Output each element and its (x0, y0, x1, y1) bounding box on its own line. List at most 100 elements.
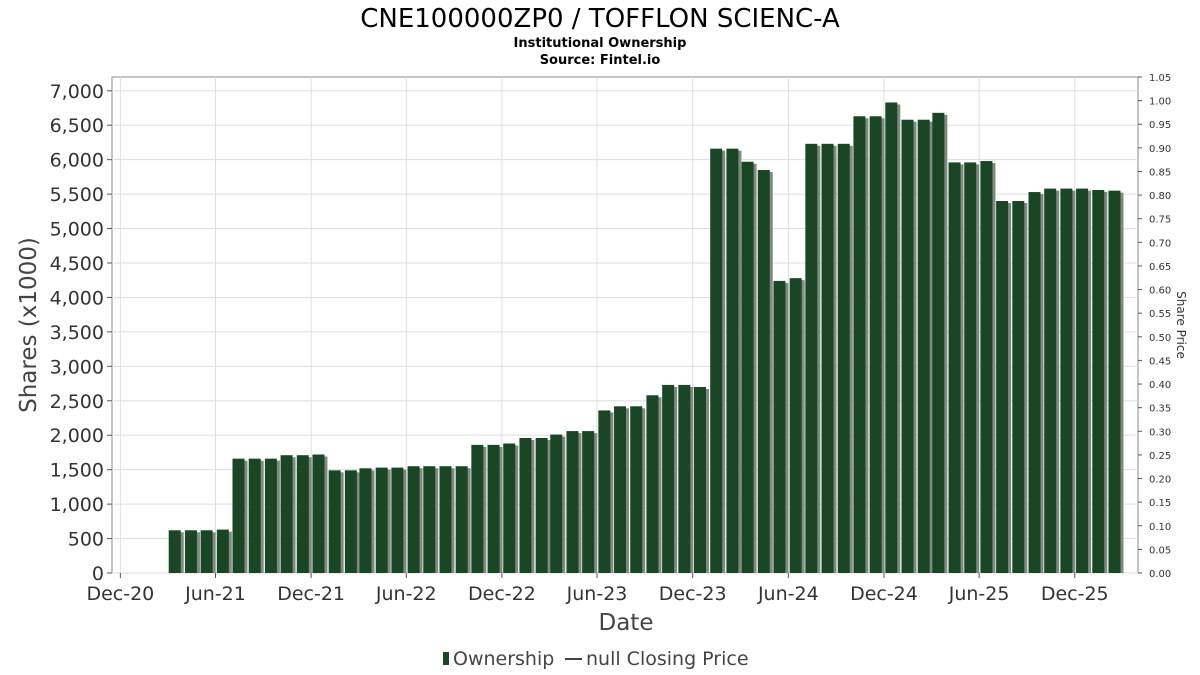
y2-tick-label: 0.15 (1149, 498, 1171, 509)
bar (375, 467, 388, 573)
y2-tick-label: 0.20 (1149, 475, 1171, 486)
x-tick-label: Dec-22 (468, 583, 536, 605)
bar (996, 201, 1009, 573)
bar (582, 431, 595, 573)
x-tick-label: Jun-23 (566, 583, 628, 605)
y2-tick-label: 0.35 (1149, 404, 1171, 415)
y2-tick-label: 0.95 (1149, 120, 1171, 131)
bar (439, 466, 452, 573)
y2-tick-label: 0.00 (1149, 569, 1171, 580)
bar (566, 431, 579, 573)
bar (184, 530, 197, 573)
bar (821, 143, 834, 574)
chart-subtitle: Institutional Ownership (514, 36, 687, 51)
y2-tick-label: 0.40 (1149, 380, 1171, 391)
chart-title: CNE100000ZP0 / TOFFLON SCIENC-A (360, 4, 840, 34)
x-tick-label: Dec-24 (850, 583, 918, 605)
bar (964, 162, 977, 573)
bar (232, 458, 245, 573)
x-tick-label: Jun-22 (375, 583, 437, 605)
bar (789, 278, 802, 573)
legend-ownership-label: Ownership (453, 648, 554, 670)
bar (1076, 188, 1089, 573)
y-tick-label: 4,000 (50, 287, 104, 309)
y-tick-label: 3,000 (50, 356, 104, 378)
y-tick-label: 1,500 (50, 460, 104, 482)
bar (980, 161, 993, 574)
y-tick-label: 6,500 (50, 115, 104, 137)
x-tick-label: Jun-21 (184, 583, 246, 605)
bars-group (168, 102, 1124, 574)
bar (407, 466, 420, 573)
y2-tick-label: 0.30 (1149, 427, 1171, 438)
bar (741, 161, 754, 573)
x-tick-label: Dec-21 (277, 583, 345, 605)
bar (932, 112, 945, 574)
bar (359, 468, 372, 573)
bar (487, 444, 500, 573)
x-tick-label: Dec-20 (86, 583, 154, 605)
bar (598, 410, 611, 573)
secondary-y-axis: 0.00 0.05 0.10 0.15 0.20 0.25 0.30 0.35 0.40 0.45… (1138, 73, 1171, 580)
bar (678, 384, 691, 573)
bar (312, 454, 325, 573)
y-tick-label: 2,500 (50, 391, 104, 413)
y-axis: 0 500 1,000 1,500 2,000 2,500 3,000 3,500 4,000 4… (50, 81, 112, 585)
legend-price-label: null Closing Price (586, 648, 749, 670)
bar (248, 458, 261, 573)
y-tick-label: 3,500 (50, 322, 104, 344)
bar (328, 470, 341, 573)
bar (869, 116, 882, 574)
bar (535, 437, 548, 573)
chart-source: Source: Fintel.io (540, 53, 661, 68)
y2-tick-label: 1.05 (1149, 73, 1171, 84)
x-tick-label: Dec-25 (1041, 583, 1109, 605)
y2-tick-label: 0.75 (1149, 215, 1171, 226)
legend-ownership-swatch (443, 652, 449, 665)
y2-tick-label: 0.60 (1149, 286, 1171, 297)
y-tick-label: 7,000 (50, 81, 104, 103)
bar (1012, 201, 1025, 573)
y-tick-label: 1,000 (50, 494, 104, 516)
x-tick-label: Dec-23 (659, 583, 727, 605)
y2-tick-label: 0.25 (1149, 451, 1171, 462)
bar (710, 148, 723, 573)
secondary-y-axis-label: Share Price (1174, 291, 1188, 359)
bar (550, 434, 563, 573)
bar (423, 466, 436, 573)
bar (471, 444, 484, 573)
bar (1108, 190, 1121, 573)
bar (853, 116, 866, 574)
x-tick-label: Jun-25 (948, 583, 1010, 605)
y2-tick-label: 0.70 (1149, 238, 1171, 249)
y-tick-label: 6,000 (50, 150, 104, 172)
bar (662, 384, 675, 573)
legend: Ownership null Closing Price (443, 648, 749, 670)
bar (837, 143, 850, 574)
bar (901, 119, 914, 573)
y-tick-label: 5,000 (50, 219, 104, 241)
y2-tick-label: 0.90 (1149, 144, 1171, 155)
bar (455, 466, 468, 573)
x-axis: Dec-20 Jun-21 Dec-21 Jun-22 Dec-22 Jun-23 Dec-… (86, 573, 1109, 605)
bar (1028, 192, 1041, 574)
y-axis-label: Shares (x1000) (16, 237, 42, 413)
bar (948, 162, 961, 573)
bar (200, 530, 213, 573)
bar (1092, 189, 1105, 573)
y-tick-label: 4,500 (50, 253, 104, 275)
bar (726, 148, 739, 573)
y2-tick-label: 0.65 (1149, 262, 1171, 273)
bar (503, 443, 516, 573)
y-tick-label: 5,500 (50, 184, 104, 206)
y2-tick-label: 0.55 (1149, 309, 1171, 320)
bar (519, 437, 532, 573)
bar (773, 280, 786, 573)
bar (1060, 188, 1073, 573)
y2-tick-label: 0.05 (1149, 545, 1171, 556)
bar (216, 529, 229, 573)
bar (614, 406, 627, 573)
y2-tick-label: 0.10 (1149, 522, 1171, 533)
bar (885, 102, 898, 573)
